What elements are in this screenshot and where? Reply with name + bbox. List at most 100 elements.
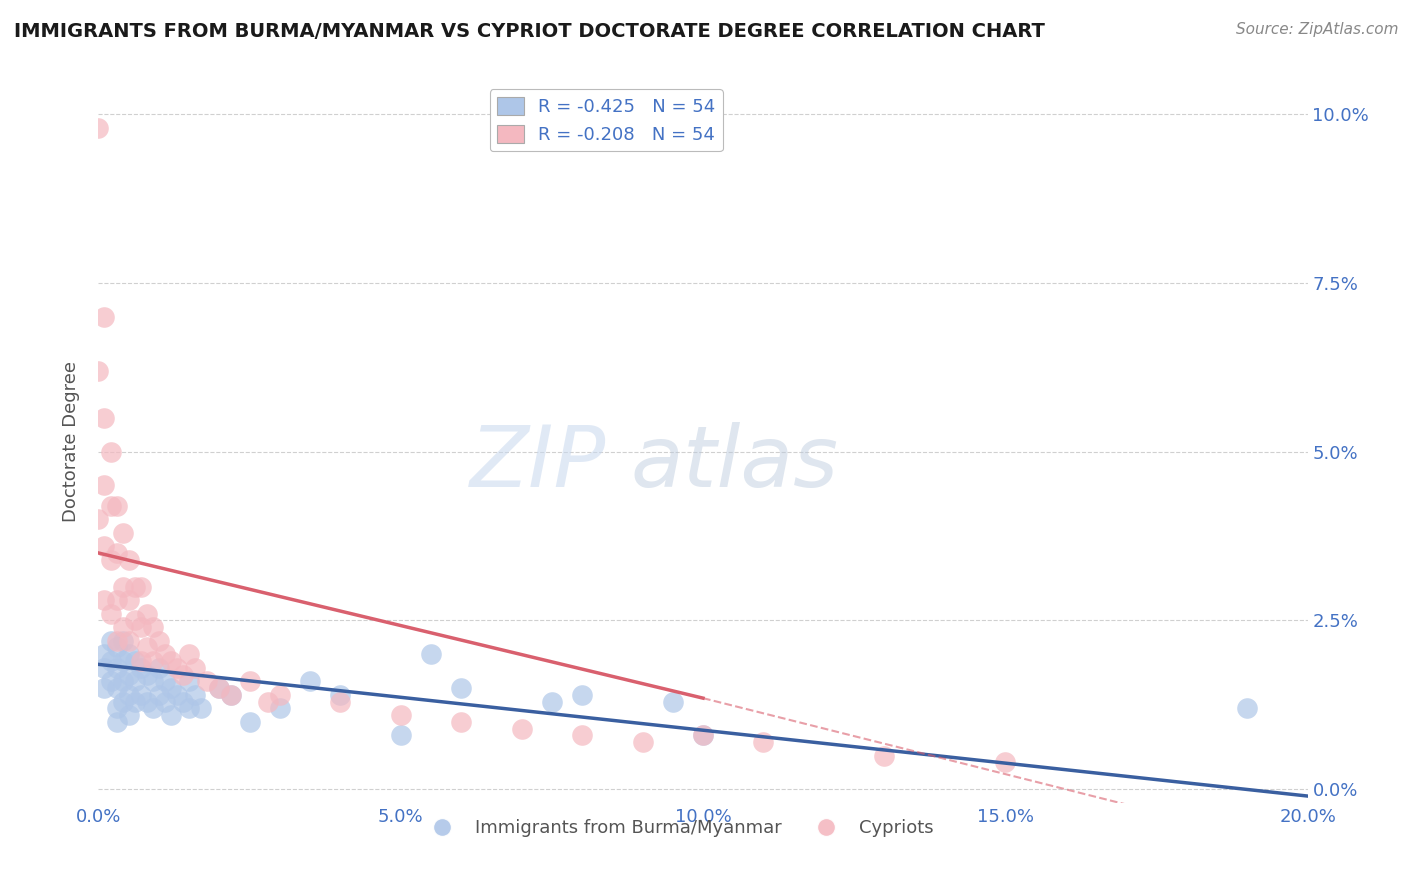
Point: [571, 688, 593, 702]
Point: [148, 661, 170, 675]
Point: [124, 580, 146, 594]
Point: [118, 647, 141, 661]
Point: [118, 667, 141, 681]
Point: [153, 694, 176, 708]
Point: [100, 607, 122, 621]
Point: [160, 708, 183, 723]
Point: [510, 722, 533, 736]
Point: [256, 694, 278, 708]
Point: [389, 708, 412, 723]
Point: [111, 674, 134, 689]
Point: [994, 756, 1017, 770]
Point: [111, 633, 134, 648]
Point: [124, 674, 146, 689]
Point: [93, 411, 115, 425]
Point: [179, 647, 201, 661]
Point: [179, 674, 201, 689]
Legend: Immigrants from Burma/Myanmar, Cypriots: Immigrants from Burma/Myanmar, Cypriots: [416, 812, 941, 845]
Point: [239, 674, 262, 689]
Point: [93, 478, 115, 492]
Point: [221, 688, 243, 702]
Point: [148, 688, 170, 702]
Point: [692, 728, 714, 742]
Point: [129, 654, 152, 668]
Point: [100, 444, 122, 458]
Point: [124, 614, 146, 628]
Point: [111, 654, 134, 668]
Point: [87, 512, 110, 526]
Point: [129, 620, 152, 634]
Point: [153, 647, 176, 661]
Point: [100, 654, 122, 668]
Point: [129, 661, 152, 675]
Point: [142, 701, 165, 715]
Point: [105, 714, 128, 729]
Point: [100, 499, 122, 513]
Point: [208, 681, 231, 695]
Point: [166, 661, 188, 675]
Point: [105, 593, 128, 607]
Point: [389, 728, 412, 742]
Point: [111, 525, 134, 540]
Point: [135, 694, 157, 708]
Point: [160, 681, 183, 695]
Point: [100, 633, 122, 648]
Text: ZIP: ZIP: [470, 422, 606, 505]
Point: [752, 735, 775, 749]
Point: [142, 654, 165, 668]
Point: [129, 688, 152, 702]
Point: [179, 701, 201, 715]
Point: [118, 688, 141, 702]
Point: [166, 688, 188, 702]
Point: [661, 694, 683, 708]
Point: [329, 688, 352, 702]
Point: [873, 748, 896, 763]
Point: [1236, 701, 1258, 715]
Point: [93, 647, 115, 661]
Point: [118, 552, 141, 566]
Point: [135, 640, 157, 655]
Point: [93, 661, 115, 675]
Text: Source: ZipAtlas.com: Source: ZipAtlas.com: [1236, 22, 1399, 37]
Point: [118, 593, 141, 607]
Point: [450, 681, 472, 695]
Point: [540, 694, 562, 708]
Point: [105, 499, 128, 513]
Point: [692, 728, 714, 742]
Point: [111, 694, 134, 708]
Point: [184, 688, 207, 702]
Point: [93, 593, 115, 607]
Point: [87, 120, 110, 135]
Point: [118, 708, 141, 723]
Point: [142, 620, 165, 634]
Point: [571, 728, 593, 742]
Point: [329, 694, 352, 708]
Point: [93, 539, 115, 553]
Point: [105, 681, 128, 695]
Point: [239, 714, 262, 729]
Point: [124, 694, 146, 708]
Point: [105, 633, 128, 648]
Y-axis label: Doctorate Degree: Doctorate Degree: [62, 361, 80, 522]
Point: [450, 714, 472, 729]
Point: [148, 633, 170, 648]
Point: [105, 640, 128, 655]
Point: [269, 701, 291, 715]
Point: [105, 701, 128, 715]
Point: [105, 661, 128, 675]
Point: [93, 310, 115, 324]
Point: [135, 607, 157, 621]
Point: [184, 661, 207, 675]
Point: [172, 667, 194, 681]
Point: [100, 552, 122, 566]
Point: [172, 694, 194, 708]
Point: [129, 580, 152, 594]
Point: [190, 701, 212, 715]
Point: [124, 654, 146, 668]
Point: [100, 674, 122, 689]
Point: [420, 647, 443, 661]
Text: atlas: atlas: [630, 422, 838, 505]
Text: IMMIGRANTS FROM BURMA/MYANMAR VS CYPRIOT DOCTORATE DEGREE CORRELATION CHART: IMMIGRANTS FROM BURMA/MYANMAR VS CYPRIOT…: [14, 22, 1045, 41]
Point: [269, 688, 291, 702]
Point: [631, 735, 654, 749]
